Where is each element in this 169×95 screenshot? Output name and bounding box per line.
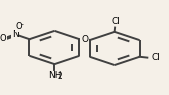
Text: Cl: Cl — [111, 17, 120, 26]
Text: Cl: Cl — [152, 53, 161, 62]
Text: O: O — [16, 22, 22, 31]
Text: O: O — [0, 34, 6, 43]
Text: NH: NH — [48, 71, 61, 80]
Text: ·: · — [21, 21, 24, 30]
Text: N: N — [12, 30, 19, 39]
Text: O: O — [81, 35, 88, 44]
Text: 2: 2 — [57, 72, 62, 81]
Text: *: * — [17, 28, 20, 37]
